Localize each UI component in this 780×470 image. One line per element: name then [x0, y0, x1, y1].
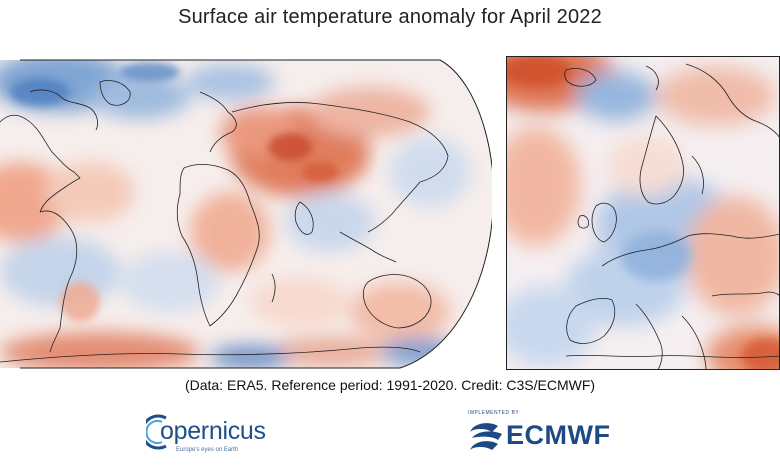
- copernicus-c-icon: [146, 414, 167, 450]
- global-anomaly-map: [0, 59, 492, 369]
- ecmwf-wordmark: ECMWF: [506, 420, 611, 450]
- europe-coastlines: [564, 63, 780, 370]
- ecmwf-wave-icon: [470, 423, 502, 450]
- copernicus-tagline: Europe's eyes on Earth: [176, 447, 239, 453]
- europe-anomaly-map: [506, 56, 780, 370]
- ecmwf-logo: IMPLEMENTED BY ECMWF: [466, 410, 626, 460]
- data-credit: (Data: ERA5. Reference period: 1991-2020…: [184, 377, 596, 393]
- coastlines: [0, 80, 449, 363]
- ecmwf-implemented-by: IMPLEMENTED BY: [468, 410, 520, 416]
- copernicus-wordmark: opernicus: [160, 417, 266, 445]
- page-title: Surface air temperature anomaly for Apri…: [178, 6, 602, 28]
- copernicus-logo: opernicus Europe's eyes on Earth: [146, 408, 296, 460]
